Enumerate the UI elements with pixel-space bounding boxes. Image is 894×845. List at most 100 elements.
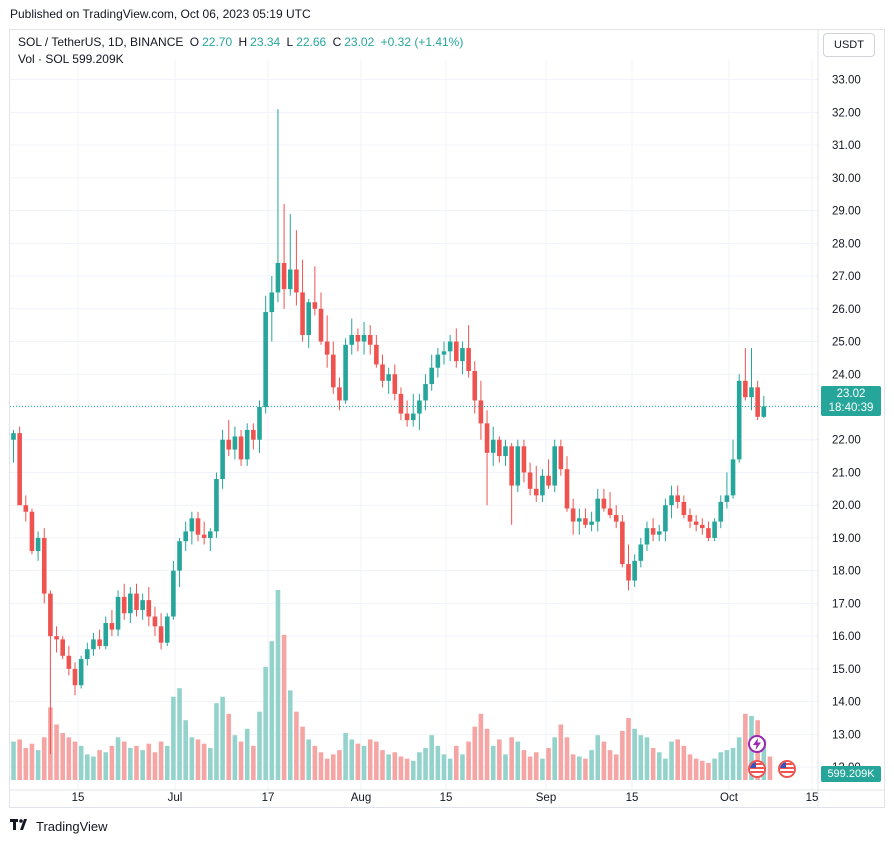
candle-body xyxy=(595,498,601,522)
price-tick-label: 30.00 xyxy=(832,173,861,185)
low-value: 22.66 xyxy=(296,35,327,49)
candle-body xyxy=(183,531,188,542)
candle-body xyxy=(392,374,398,394)
volume-bar xyxy=(66,737,72,780)
volume-bar xyxy=(577,756,582,780)
dividend-event-icon[interactable] xyxy=(748,735,766,753)
candle-body xyxy=(564,469,570,509)
volume-bar xyxy=(472,726,478,780)
candle-body xyxy=(380,364,385,381)
candle-body xyxy=(171,570,176,617)
currency-button[interactable]: USDT xyxy=(823,33,875,57)
price-tick-label: 19.00 xyxy=(832,533,861,545)
volume-label[interactable]: Vol · SOL xyxy=(18,52,69,66)
time-tick-label: Jul xyxy=(168,792,183,804)
volume-bar xyxy=(546,747,551,780)
footer-brand[interactable]: TradingView xyxy=(10,818,108,834)
open-value: 22.70 xyxy=(202,35,233,49)
candle-body xyxy=(214,479,219,532)
low-label: L xyxy=(286,35,294,49)
volume-bar xyxy=(595,735,601,780)
candle-body xyxy=(374,344,379,365)
candle-body xyxy=(343,344,348,401)
candle-body xyxy=(23,505,29,512)
candle-body xyxy=(515,446,521,486)
symbol-name[interactable]: SOL / TetherUS, 1D, BINANCE xyxy=(18,35,184,49)
chart-frame[interactable] xyxy=(9,29,885,808)
candle-body xyxy=(189,518,195,532)
price-tick-label: 17.00 xyxy=(832,598,861,610)
candle-body xyxy=(558,446,564,470)
candle-body xyxy=(478,400,484,424)
time-axis: 15 Jul 17 Aug 15 Sep 15 Oct 15 xyxy=(72,792,819,804)
candle-body xyxy=(441,351,447,355)
candle-body xyxy=(17,433,22,506)
candle-body xyxy=(367,334,373,345)
candle-body xyxy=(294,269,299,293)
candle-body xyxy=(318,308,324,342)
candle-body xyxy=(460,348,465,362)
candle-body xyxy=(66,655,72,669)
candle-body xyxy=(447,341,453,352)
volume-bar xyxy=(97,750,102,780)
volume-bar xyxy=(392,752,398,780)
candle-body xyxy=(324,341,330,355)
volume-bar xyxy=(687,754,693,780)
candle-body xyxy=(60,639,65,656)
price-tick-label: 20.00 xyxy=(832,500,861,512)
volume-bar xyxy=(669,741,674,780)
candle-body xyxy=(435,354,441,368)
volume-bar xyxy=(380,750,385,780)
candle-body xyxy=(158,626,164,643)
price-tick-label: 22.00 xyxy=(832,435,861,447)
close-value: 23.02 xyxy=(344,35,375,49)
volume-bar xyxy=(540,758,545,780)
candle-body xyxy=(613,515,619,522)
volume-bar xyxy=(601,741,607,780)
volume-bar xyxy=(121,741,127,780)
volume-bar xyxy=(232,735,238,780)
candle-body xyxy=(454,341,459,362)
candle-body xyxy=(755,387,760,417)
us-event-icon-2[interactable] xyxy=(778,760,796,778)
candle-body xyxy=(620,521,625,565)
candle-body xyxy=(712,521,717,538)
volume-bar xyxy=(515,741,521,780)
candle-body xyxy=(121,596,127,614)
volume-bar xyxy=(478,713,484,780)
volume-bar xyxy=(712,758,717,780)
candle-body xyxy=(128,593,133,614)
candle-body xyxy=(687,515,693,522)
volume-bar xyxy=(306,739,311,780)
candle-body xyxy=(484,423,490,453)
candle-body xyxy=(91,639,96,650)
candle-body xyxy=(509,446,514,486)
candle-body xyxy=(527,472,533,489)
volume-bar xyxy=(761,739,767,780)
volume-bar xyxy=(355,743,361,780)
volume-bar xyxy=(681,745,687,780)
us-event-icon[interactable] xyxy=(748,760,766,778)
volume-bar xyxy=(527,756,533,780)
candle-body xyxy=(681,501,687,516)
candle-body xyxy=(35,537,41,552)
candle-body xyxy=(263,312,268,407)
volume-bar xyxy=(208,747,213,780)
volume-bar xyxy=(146,743,152,780)
candle-body xyxy=(472,370,478,401)
candle-body xyxy=(85,649,90,660)
candle-body xyxy=(644,528,650,545)
volume-bar xyxy=(54,724,59,780)
volume-bar xyxy=(177,688,182,780)
candle-body xyxy=(251,429,256,440)
volume-bar xyxy=(620,730,625,780)
volume-bar xyxy=(238,741,244,780)
volume-bar xyxy=(287,690,293,780)
volume-bar xyxy=(72,741,78,780)
volume-bar xyxy=(312,745,318,780)
candle-body xyxy=(497,439,502,457)
candle-body xyxy=(312,302,318,309)
volume-bar xyxy=(435,745,441,780)
volume-bar xyxy=(656,752,662,780)
